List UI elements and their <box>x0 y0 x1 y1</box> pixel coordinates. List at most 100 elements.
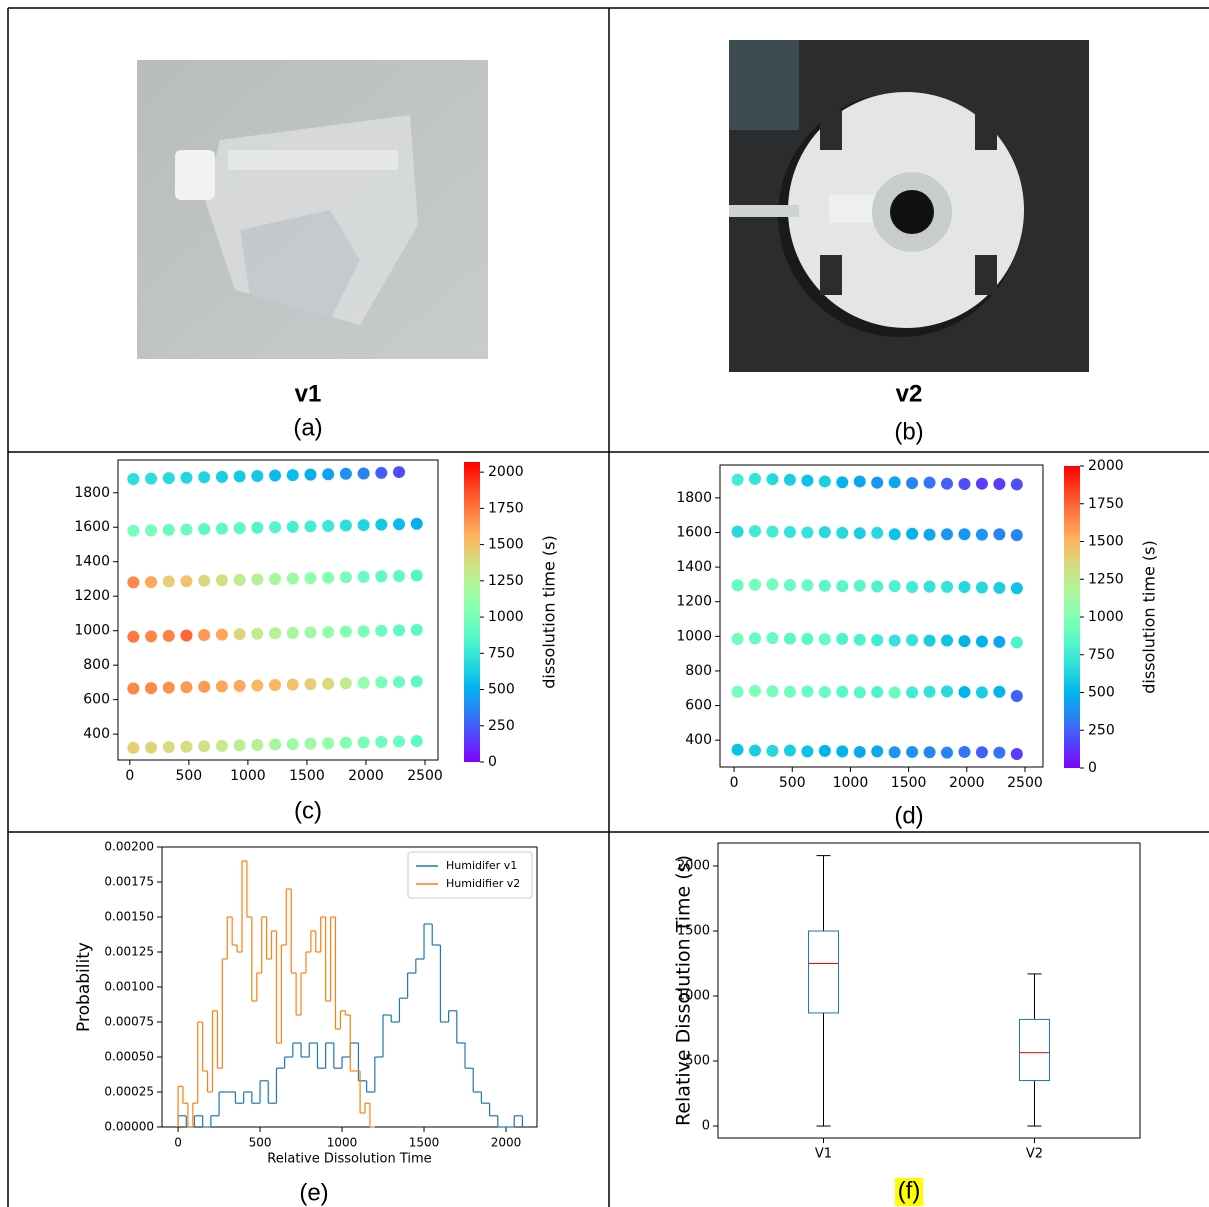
scatter-point <box>393 676 406 689</box>
scatter-point <box>339 467 352 480</box>
colorbar-tick-label: 1000 <box>1088 609 1124 625</box>
x-tick-label: 1000 <box>833 775 869 791</box>
scatter-point <box>357 467 370 480</box>
scatter-point <box>145 682 158 695</box>
scatter-point <box>127 630 140 643</box>
scatter-point <box>836 632 849 645</box>
scatter-point <box>162 741 175 754</box>
scatter-point <box>993 528 1006 541</box>
scatter-point <box>127 682 140 695</box>
scatter-point <box>975 528 988 541</box>
y-tick-label: 1500 <box>677 924 710 939</box>
colorbar-tick-label: 1250 <box>488 573 524 589</box>
scatter-point <box>198 629 211 641</box>
scatter-point <box>269 679 282 691</box>
legend-box <box>407 851 533 899</box>
y-tick-label: 0 <box>702 1119 710 1134</box>
scatter-point <box>993 581 1006 594</box>
scatter-point <box>975 686 988 699</box>
panel-label: (e) <box>299 1179 328 1206</box>
scatter-point <box>393 735 406 748</box>
x-tick-label: V2 <box>1026 1147 1043 1162</box>
panel-label: (d) <box>894 802 923 829</box>
scatter-point <box>801 474 814 487</box>
colorbar-tick-label: 1750 <box>488 500 524 516</box>
scatter-point <box>357 625 370 638</box>
panel-label: (b) <box>894 418 923 445</box>
colorbar-tick-label: 1000 <box>488 609 524 625</box>
scatter-point <box>198 574 211 587</box>
scatter-point <box>215 470 228 483</box>
scatter-point <box>818 686 831 699</box>
scatter-point <box>251 521 264 534</box>
y-tick-label: 1200 <box>676 594 712 610</box>
scatter-point <box>269 738 282 751</box>
scatter-point <box>198 740 211 753</box>
scatter-point <box>906 477 919 490</box>
scatter-point <box>180 740 193 753</box>
highlight <box>895 1178 923 1206</box>
scatter-point <box>906 581 919 594</box>
scatter-point <box>357 570 370 583</box>
scatter-point <box>375 466 388 479</box>
scatter-point <box>906 745 919 758</box>
x-tick-label: 1500 <box>289 768 325 784</box>
scatter-point <box>783 473 796 486</box>
scatter-point <box>215 680 228 693</box>
scatter-point <box>269 469 282 482</box>
scatter-point <box>766 632 779 645</box>
scatter-point <box>375 624 388 637</box>
scatter-point <box>375 735 388 748</box>
y-tick-label: 0.00075 <box>104 1015 154 1029</box>
y-tick-label: 1600 <box>74 519 110 535</box>
x-tick-label: V1 <box>815 1147 832 1162</box>
scatter-point <box>888 528 901 541</box>
y-tick-label: 0.00025 <box>104 1085 154 1099</box>
scatter-point <box>801 526 814 539</box>
colorbar-label: dissolution time (s) <box>540 535 559 688</box>
x-tick-label: 2000 <box>348 768 384 784</box>
scatter-point <box>801 685 814 698</box>
scatter-point <box>853 475 866 488</box>
scatter-point <box>339 625 352 638</box>
colorbar-tick-label: 500 <box>488 682 515 698</box>
scatter-point <box>304 572 317 585</box>
x-tick-label: 500 <box>175 768 202 784</box>
colorbar-tick-label: 0 <box>488 754 497 770</box>
scatter-point <box>127 741 140 754</box>
y-tick-label: 0.00150 <box>104 910 154 924</box>
photo-v2 <box>729 40 1089 372</box>
scatter-point <box>410 675 423 688</box>
scatter-point <box>215 739 228 752</box>
legend-label: Humidifer v1 <box>446 859 517 872</box>
scatter-point <box>145 524 158 537</box>
scatter-point <box>853 579 866 592</box>
scatter-point <box>162 472 175 485</box>
scatter-point <box>322 468 335 481</box>
scatter-point <box>304 520 317 533</box>
scatter-point <box>357 676 370 689</box>
y-tick-label: 0.00100 <box>104 980 154 994</box>
scatter-point <box>731 743 744 756</box>
chart-histogram: 0 500 1000 1500 2000 0.00000 0.00025 0.00050 0.0… <box>74 840 538 1167</box>
x-tick-label: 1000 <box>327 1136 358 1150</box>
panel-label: (f) <box>898 1177 921 1204</box>
scatter-point <box>853 745 866 758</box>
y-tick-label: 600 <box>685 698 712 714</box>
scatter-point <box>923 580 936 593</box>
scatter-point <box>145 472 158 485</box>
scatter-point <box>127 576 140 589</box>
scatter-point <box>215 574 228 587</box>
scatter-point <box>180 471 193 484</box>
colorbar-tick-label: 0 <box>1088 760 1097 776</box>
panel-name: v1 <box>295 380 322 407</box>
x-tick-label: 1500 <box>891 775 927 791</box>
scatter-point <box>923 528 936 541</box>
scatter-point <box>888 580 901 593</box>
scatter-point <box>783 525 796 538</box>
scatter-point <box>198 522 211 535</box>
scatter-point <box>145 576 158 589</box>
panel-label: (c) <box>294 797 322 824</box>
scatter-point <box>766 744 779 757</box>
